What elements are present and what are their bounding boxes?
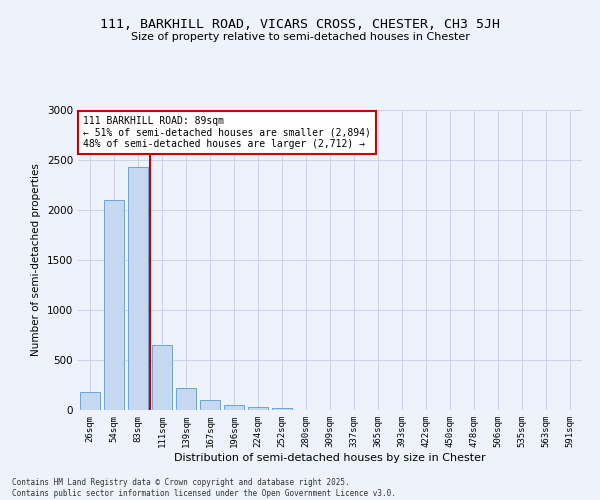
Bar bbox=[224, 405, 244, 410]
Bar bbox=[272, 408, 292, 410]
Bar bbox=[176, 388, 196, 410]
Bar bbox=[128, 167, 148, 410]
Text: Size of property relative to semi-detached houses in Chester: Size of property relative to semi-detach… bbox=[131, 32, 469, 42]
Text: Contains HM Land Registry data © Crown copyright and database right 2025.
Contai: Contains HM Land Registry data © Crown c… bbox=[12, 478, 396, 498]
Y-axis label: Number of semi-detached properties: Number of semi-detached properties bbox=[31, 164, 41, 356]
Bar bbox=[248, 407, 268, 410]
Bar bbox=[200, 400, 220, 410]
X-axis label: Distribution of semi-detached houses by size in Chester: Distribution of semi-detached houses by … bbox=[174, 452, 486, 462]
Bar bbox=[104, 200, 124, 410]
Text: 111 BARKHILL ROAD: 89sqm
← 51% of semi-detached houses are smaller (2,894)
48% o: 111 BARKHILL ROAD: 89sqm ← 51% of semi-d… bbox=[83, 116, 371, 149]
Bar bbox=[80, 392, 100, 410]
Bar bbox=[152, 345, 172, 410]
Text: 111, BARKHILL ROAD, VICARS CROSS, CHESTER, CH3 5JH: 111, BARKHILL ROAD, VICARS CROSS, CHESTE… bbox=[100, 18, 500, 30]
